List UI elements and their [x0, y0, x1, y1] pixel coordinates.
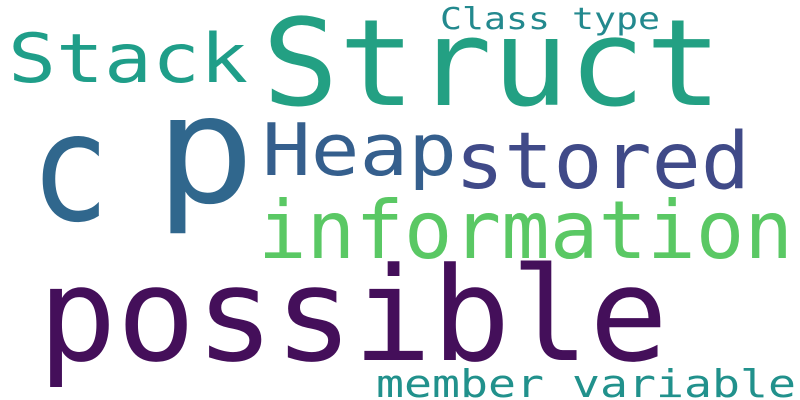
word-stored: stored: [455, 117, 750, 207]
word-stack: Stack: [8, 20, 248, 99]
word-member-variable: member variable: [376, 362, 796, 400]
word-struct: Struct: [262, 0, 722, 134]
word-p: p: [155, 64, 255, 238]
word-information: information: [258, 184, 793, 277]
word-heap: Heap: [262, 108, 457, 192]
word-c: c: [30, 82, 110, 256]
word-class-type: Class type: [440, 2, 660, 37]
word-possible: possible: [38, 239, 668, 391]
